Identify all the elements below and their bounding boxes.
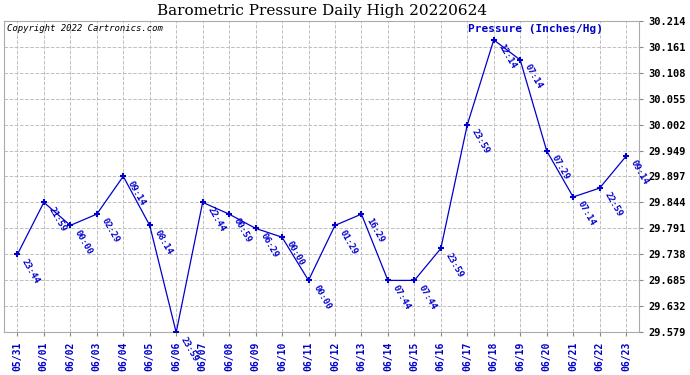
Text: 00:00: 00:00	[285, 240, 306, 268]
Text: 23:44: 23:44	[20, 257, 41, 285]
Text: 07:29: 07:29	[549, 154, 571, 182]
Text: Copyright 2022 Cartronics.com: Copyright 2022 Cartronics.com	[8, 24, 164, 33]
Text: 16:29: 16:29	[364, 217, 386, 244]
Text: 12:14: 12:14	[497, 43, 518, 70]
Text: 00:00: 00:00	[73, 228, 95, 256]
Text: 00:59: 00:59	[232, 217, 253, 244]
Text: 09:14: 09:14	[629, 159, 650, 187]
Text: 02:29: 02:29	[99, 217, 121, 244]
Text: 22:44: 22:44	[206, 205, 226, 233]
Text: 21:59: 21:59	[47, 205, 68, 233]
Text: 01:29: 01:29	[337, 228, 359, 256]
Text: 07:14: 07:14	[523, 63, 544, 90]
Text: 06:29: 06:29	[258, 231, 279, 259]
Text: Pressure (Inches/Hg): Pressure (Inches/Hg)	[468, 24, 603, 34]
Text: 23:59: 23:59	[444, 251, 465, 279]
Title: Barometric Pressure Daily High 20220624: Barometric Pressure Daily High 20220624	[157, 4, 487, 18]
Text: 07:14: 07:14	[576, 200, 597, 228]
Text: 23:59: 23:59	[179, 335, 200, 363]
Text: 07:44: 07:44	[391, 283, 412, 311]
Text: 07:44: 07:44	[417, 283, 438, 311]
Text: 08:14: 08:14	[152, 228, 174, 256]
Text: 09:14: 09:14	[126, 179, 147, 207]
Text: 22:59: 22:59	[602, 191, 624, 219]
Text: 00:00: 00:00	[311, 283, 333, 311]
Text: 23:59: 23:59	[470, 128, 491, 155]
